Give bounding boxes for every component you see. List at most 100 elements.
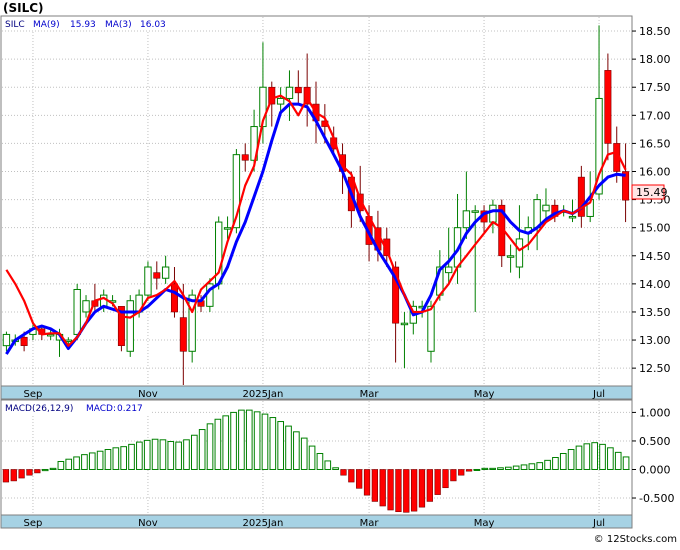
- price-x-axis-band: [0, 385, 633, 400]
- last-price-box: [631, 184, 665, 200]
- macd-bar-37: [293, 431, 300, 470]
- macd-xtick-label-2: 2025Jan: [242, 518, 283, 529]
- macd-bar-33: [261, 413, 269, 470]
- candle-body-26: [232, 154, 241, 229]
- macd-bar-14: [112, 447, 120, 470]
- macd-x-axis: Sep Nov 2025Jan Mar May Jul: [24, 518, 606, 529]
- macd-bar-11: [88, 452, 96, 470]
- macd-bar-34: [269, 417, 277, 470]
- macd-bar-58: [458, 469, 465, 476]
- legend-bg: [2, 17, 170, 30]
- macd-bar-4: [34, 469, 41, 474]
- macd-bar-1: [10, 469, 17, 482]
- macd-bar-30: [238, 409, 245, 470]
- macd-ytick-label-0: 1.000: [639, 406, 671, 419]
- macd-bar-47: [371, 469, 379, 502]
- candle-body-27: [241, 154, 249, 161]
- candle-body-67: [595, 97, 603, 195]
- macd-bar-18: [143, 439, 151, 470]
- candle-body-65: [577, 176, 585, 217]
- macd-bar-36: [285, 425, 292, 470]
- price-xtick-label-5: Jul: [592, 389, 605, 400]
- candle-body-19: [170, 283, 178, 313]
- candle-body-16: [144, 266, 152, 296]
- last-price-tag: 15.49: [631, 184, 668, 200]
- macd-bar-46: [363, 469, 371, 496]
- macd-bar-20: [159, 439, 167, 470]
- candle-body-21: [188, 294, 196, 352]
- macd-bar-12: [96, 450, 104, 470]
- macd-bar-6: [49, 467, 57, 470]
- price-legend: SILC MA(9) 15.93 MA(3) 16.03: [2, 17, 170, 30]
- price-ytick-label-0: 12.50: [639, 362, 671, 375]
- candle-body-53: [471, 210, 479, 213]
- macd-bar-26: [206, 423, 214, 470]
- price-panel: [0, 15, 633, 387]
- macd-bar-77: [607, 447, 614, 470]
- chart-title: (SILC): [3, 1, 44, 15]
- macd-bar-42: [332, 467, 339, 470]
- macd-bar-59: [465, 469, 473, 472]
- price-ytick-label-4: 14.50: [639, 250, 671, 263]
- macd-ytick-label-2: 0.000: [639, 463, 671, 476]
- candle-body-55: [489, 204, 497, 223]
- candle-body-45: [400, 322, 409, 326]
- candle-body-58: [515, 238, 524, 268]
- watermark: © 12Stocks.com: [594, 534, 677, 545]
- macd-bar-55: [434, 469, 441, 495]
- macd-xtick-label-4: May: [474, 518, 495, 529]
- candle-body-68: [604, 70, 612, 144]
- candle-body-33: [294, 86, 302, 94]
- macd-bar-65: [512, 465, 520, 470]
- price-xtick-label-2: 2025Jan: [242, 389, 283, 400]
- legend-ma3-value: 16.03: [140, 20, 166, 30]
- candle-body-9: [82, 300, 90, 313]
- macd-bar-44: [348, 469, 355, 483]
- macd-bar-13: [104, 449, 112, 470]
- macd-bar-60: [473, 468, 481, 471]
- macd-bar-23: [183, 439, 190, 470]
- macd-bar-2: [18, 469, 25, 479]
- price-ytick-label-3: 14.00: [639, 278, 671, 291]
- candle-body-60: [533, 199, 541, 229]
- price-ytick-label-2: 13.50: [639, 306, 671, 319]
- macd-bar-63: [497, 467, 504, 470]
- candle-body-13: [117, 306, 125, 346]
- macd-xtick-label-1: Nov: [138, 518, 158, 529]
- price-ytick-label-10: 17.50: [639, 81, 671, 94]
- candle-body-52: [462, 210, 471, 229]
- candle-body-44: [392, 266, 400, 324]
- macd-ytick-label-1: 0.500: [639, 435, 671, 448]
- macd-bar-10: [81, 454, 88, 470]
- macd-bar-64: [504, 466, 512, 470]
- candle-body-14: [126, 300, 134, 352]
- ma9-line: [5, 102, 626, 355]
- candle-body-34: [303, 86, 311, 105]
- candle-body-8: [73, 288, 81, 335]
- macd-label: MACD:: [86, 404, 116, 414]
- macd-bar-67: [528, 463, 536, 470]
- macd-bar-61: [481, 467, 489, 470]
- macd-bar-29: [230, 411, 237, 470]
- macd-bar-73: [575, 445, 583, 470]
- macd-bar-72: [567, 449, 575, 470]
- candle-body-17: [153, 272, 161, 279]
- last-price-label: 15.49: [636, 186, 668, 199]
- candle-body-20: [179, 317, 187, 352]
- macd-bar-69: [544, 459, 551, 470]
- macd-bar-79: [622, 456, 630, 470]
- macd-value: 0.217: [117, 404, 143, 414]
- ma3-line: [5, 94, 627, 347]
- legend-ma9-label: MA(9): [33, 20, 60, 30]
- price-ytick-label-7: 16.00: [639, 166, 671, 179]
- macd-bar-19: [151, 438, 159, 470]
- macd-bar-71: [559, 453, 567, 470]
- macd-bar-62: [489, 467, 496, 470]
- macd-bar-50: [395, 469, 402, 513]
- macd-legend-bg: [2, 401, 152, 414]
- price-ytick-label-12: 18.50: [639, 25, 671, 38]
- macd-y-axis: 1.000 0.500 0.000 -0.500: [632, 406, 674, 505]
- macd-bar-70: [552, 457, 559, 470]
- macd-bar-27: [214, 418, 222, 470]
- candle-body-29: [259, 86, 267, 128]
